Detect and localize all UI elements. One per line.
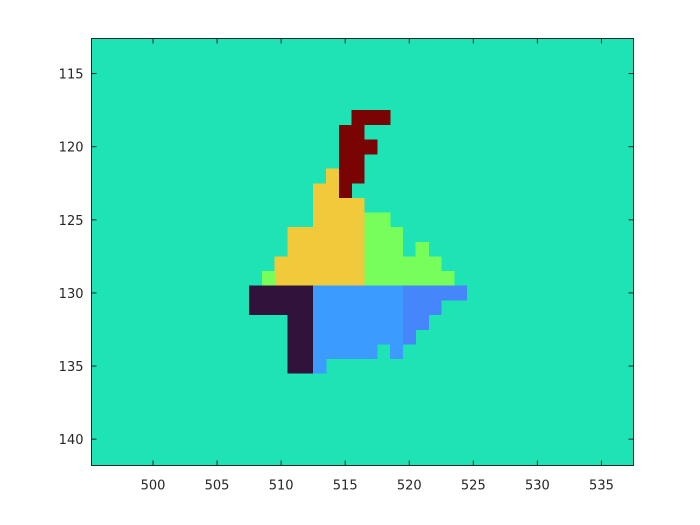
heatmap-cell-run — [402, 329, 416, 345]
axis-ticks: 500 505 510 515 520 525 530 535 115 120 125 130 135 1… — [59, 38, 634, 494]
heatmap-cell-run — [338, 168, 365, 184]
heatmap-cell-run — [287, 241, 365, 257]
axes-box — [91, 38, 634, 466]
heatmap-cell-run — [313, 329, 404, 345]
heatmap-cell-run — [287, 344, 314, 360]
heatmap-region-0 — [338, 110, 391, 199]
heatmap-cell-run — [287, 227, 365, 243]
heatmap-cell-run — [338, 154, 365, 169]
heatmap-cell-run — [261, 271, 276, 286]
heatmap-cell-run — [313, 183, 340, 199]
heatmap-cell-run — [415, 241, 429, 257]
y-tick-label: 135 — [59, 360, 84, 375]
x-tick-label: 535 — [589, 479, 614, 494]
heatmap-cell-run — [390, 344, 404, 360]
y-tick-label: 125 — [59, 214, 84, 229]
heatmap-cell-run — [338, 183, 352, 199]
heatmap-cell-run — [313, 212, 365, 228]
y-tick-label: 115 — [59, 68, 84, 83]
heatmap-cell-run — [274, 256, 365, 272]
heatmap-cell-run — [325, 168, 340, 184]
heatmap-region-3 — [249, 285, 314, 374]
heatmap-cell-run — [287, 314, 314, 330]
x-tick-label: 520 — [397, 479, 422, 494]
heatmap-region-2 — [261, 212, 455, 286]
x-tick-label: 510 — [269, 479, 294, 494]
heatmap-cell-run — [402, 314, 429, 330]
heatmap-cell-run — [313, 197, 365, 213]
y-tick-label: 140 — [59, 433, 84, 448]
heatmap-cell-run — [364, 256, 442, 272]
x-tick-label: 515 — [333, 479, 358, 494]
y-tick-label: 130 — [59, 287, 84, 302]
plot-area — [91, 38, 634, 466]
heatmap-cell-run — [402, 300, 442, 316]
heatmap-cell-run — [287, 329, 314, 345]
heatmap-cell-run — [313, 344, 378, 360]
heatmap-cell-run — [364, 241, 404, 257]
heatmap-cell-run — [313, 285, 404, 301]
heatmap-cell-run — [313, 300, 404, 316]
heatmap-cell-run — [249, 285, 314, 301]
heatmap-region-4 — [313, 285, 404, 374]
x-tick-label: 505 — [205, 479, 230, 494]
heatmap-region-1 — [274, 168, 365, 286]
y-tick-label: 120 — [59, 141, 84, 156]
heatmap-region-5 — [402, 285, 468, 345]
heatmap-cell-run — [364, 227, 404, 243]
heatmap-cell-run — [287, 358, 314, 374]
heatmap-cell-run — [351, 110, 391, 126]
heatmap-cell-run — [364, 212, 391, 228]
heatmap-cell-run — [274, 271, 365, 286]
x-tick-label: 530 — [525, 479, 550, 494]
heatmap-cell-run — [313, 314, 404, 330]
heatmap-cell-run — [249, 300, 314, 316]
heatmap-cell-run — [364, 271, 455, 286]
x-tick-label: 525 — [461, 479, 486, 494]
heatmap-cell-run — [313, 358, 327, 374]
x-tick-label: 500 — [141, 479, 166, 494]
heatmap-cell-run — [338, 139, 378, 155]
heatmap-cell-run — [402, 285, 468, 301]
heatmap-cell-run — [338, 124, 365, 140]
